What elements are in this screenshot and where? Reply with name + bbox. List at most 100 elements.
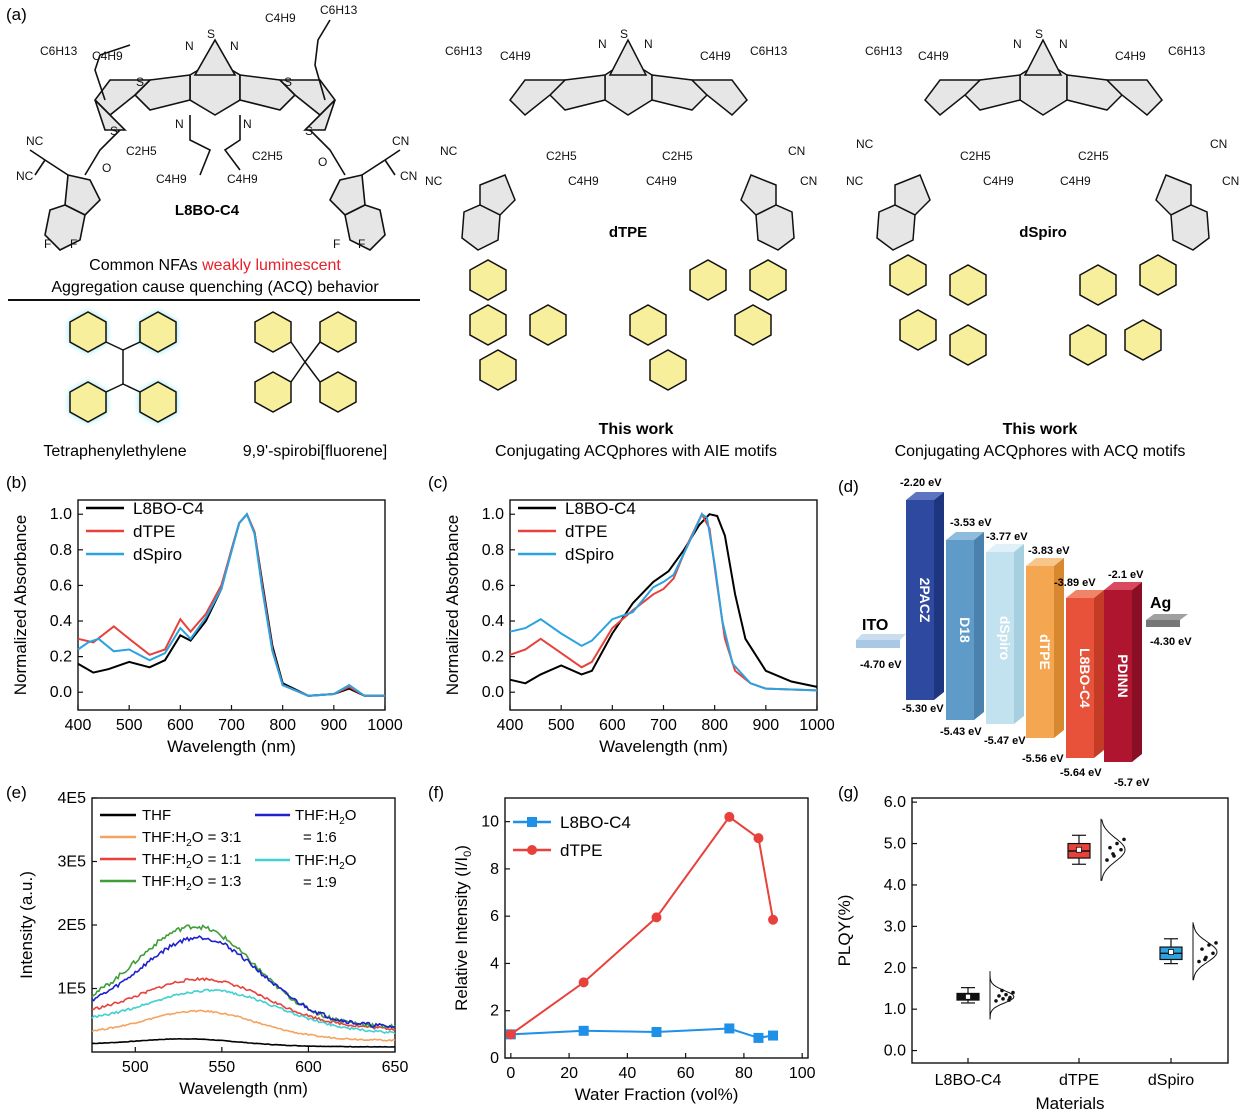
svg-text:-3.89 eV: -3.89 eV	[1054, 577, 1096, 589]
x-tick-label: 500	[116, 717, 143, 734]
molecule-dspiro	[876, 38, 1210, 366]
spirobifluorene-motif	[254, 311, 357, 413]
mol1-name: L8BO-C4	[175, 202, 240, 219]
data-point-circle	[724, 811, 735, 822]
svg-text:dTPE: dTPE	[1037, 634, 1053, 670]
svg-text:N: N	[243, 117, 252, 131]
panel-label: (c)	[428, 473, 448, 492]
svg-text:C6H13: C6H13	[40, 44, 78, 58]
y-axis-label: Normalized Absorbance	[443, 515, 462, 695]
plot-frame	[77, 499, 386, 711]
data-point	[1214, 941, 1218, 945]
x-tick-label: 900	[752, 717, 779, 734]
series-line-dtpe	[77, 512, 385, 697]
y-tick-label: 3E5	[58, 854, 87, 871]
x-tick-label: 600	[599, 717, 626, 734]
data-point	[997, 994, 1001, 998]
y-tick-label: 2E5	[58, 917, 87, 934]
legend-label: L8BO-C4	[560, 813, 631, 832]
svg-text:CN: CN	[400, 169, 417, 183]
svg-text:C2H5: C2H5	[546, 149, 577, 163]
x-tick-label: 40	[618, 1065, 636, 1082]
y-tick-label: 0.0	[50, 684, 72, 701]
legend-label-cont: = 1:9	[303, 874, 337, 891]
mol2-this-work: This work	[599, 421, 674, 438]
svg-text:-5.7 eV: -5.7 eV	[1114, 777, 1150, 789]
x-axis-label: Wavelength (nm)	[599, 737, 728, 756]
y-tick-label: 1.0	[50, 506, 72, 523]
svg-text:C4H9: C4H9	[227, 172, 258, 186]
svg-text:O: O	[102, 161, 111, 175]
svg-text:dSpiro: dSpiro	[997, 616, 1013, 660]
mol1-caption-line1: Common NFAs weakly luminescent	[89, 257, 341, 274]
svg-text:S: S	[1035, 27, 1043, 41]
emission-curve	[91, 976, 396, 1031]
mol2-name: dTPE	[609, 224, 647, 241]
x-tick-label: 400	[65, 717, 92, 734]
ito-label: ITO	[862, 617, 888, 634]
svg-text:NC: NC	[846, 174, 864, 188]
y-axis-label: PLQY(%)	[835, 895, 854, 967]
svg-text:-4.70 eV: -4.70 eV	[860, 659, 902, 671]
box-mean	[1076, 846, 1082, 853]
energy-level-diagram: (d) ITO -4.70 eV 2PACZ -2.20 eV -5.30 eV…	[838, 477, 1192, 789]
data-point	[1001, 997, 1005, 1001]
svg-text:N: N	[230, 39, 239, 53]
x-tick-label: 800	[701, 717, 728, 734]
data-point-square	[651, 1027, 662, 1037]
data-point	[1004, 992, 1008, 997]
y-tick-label: 0.0	[884, 1043, 906, 1060]
legend-marker	[527, 845, 537, 855]
svg-text:L8BO-C4: L8BO-C4	[1077, 648, 1093, 708]
distribution-curve	[1192, 923, 1218, 981]
svg-text:NC: NC	[425, 174, 443, 188]
y-axis-label: Normalized Absorbance	[11, 515, 30, 695]
legend-label: THF	[142, 807, 171, 824]
x-tick-label: 80	[735, 1065, 753, 1082]
chart-g-plqy-boxplot: (g) 0.0 1.0 2.0 3.0 4.0 5.0 6.0 PLQY(%) Materials…	[835, 783, 1229, 1113]
svg-text:C2H5: C2H5	[662, 149, 693, 163]
x-tick-label: 400	[497, 717, 524, 734]
svg-text:-4.30 eV: -4.30 eV	[1150, 636, 1192, 648]
box-mean	[965, 993, 971, 1000]
svg-text:CN: CN	[1222, 174, 1239, 188]
svg-text:-2.1 eV: -2.1 eV	[1108, 569, 1144, 581]
svg-text:N: N	[598, 37, 607, 51]
series-line-dspiro	[77, 512, 385, 697]
chart-f-relative-intensity: (f) 0 20 40 60 80 100 0 2 4 6 8 10 Water Fraction (vo…	[428, 783, 816, 1104]
svg-text:CN: CN	[392, 134, 409, 148]
svg-text:NC: NC	[856, 137, 874, 151]
chart-c-absorbance-film: (c) 400 500 600 700 800 900 1000 0.0 0.2 0.4 0.6 0.8…	[428, 473, 835, 756]
panel-a-label: (a)	[6, 5, 27, 24]
svg-text:C4H9: C4H9	[92, 49, 123, 63]
y-tick-label: 0.6	[50, 577, 72, 594]
svg-text:-3.83 eV: -3.83 eV	[1028, 545, 1070, 557]
svg-text:-3.77 eV: -3.77 eV	[986, 531, 1028, 543]
data-point	[1200, 947, 1204, 951]
y-tick-label: 3.0	[884, 918, 906, 935]
molecule-dtpe-atoms: S N N C6H13 C4H9 C4H9 C6H13 C2H5 C2H5 C4…	[425, 27, 817, 188]
x-tick-label: 800	[269, 717, 296, 734]
svg-text:S: S	[207, 27, 215, 41]
y-tick-label: 6.0	[884, 794, 906, 811]
svg-text:C2H5: C2H5	[126, 144, 157, 158]
y-tick-label: 0.2	[482, 649, 504, 666]
svg-text:C2H5: C2H5	[960, 149, 991, 163]
svg-text:-5.30 eV: -5.30 eV	[902, 703, 944, 715]
svg-text:C2H5: C2H5	[252, 149, 283, 163]
y-tick-label: 4	[490, 955, 499, 972]
y-tick-label: 0.8	[50, 542, 72, 559]
emission-curve	[91, 924, 396, 1030]
legend-label: dSpiro	[133, 545, 182, 564]
data-point	[1007, 998, 1011, 1002]
x-axis-label: Wavelength (nm)	[179, 1079, 308, 1098]
svg-text:-2.20 eV: -2.20 eV	[900, 477, 942, 489]
y-tick-label: 10	[481, 814, 499, 831]
x-tick-label: 100	[789, 1065, 816, 1082]
x-tick-label: dSpiro	[1148, 1072, 1194, 1089]
svg-text:PDINN: PDINN	[1115, 654, 1131, 698]
legend-label: dSpiro	[565, 545, 614, 564]
data-point-square	[768, 1030, 779, 1041]
y-tick-label: 2	[490, 1003, 499, 1020]
